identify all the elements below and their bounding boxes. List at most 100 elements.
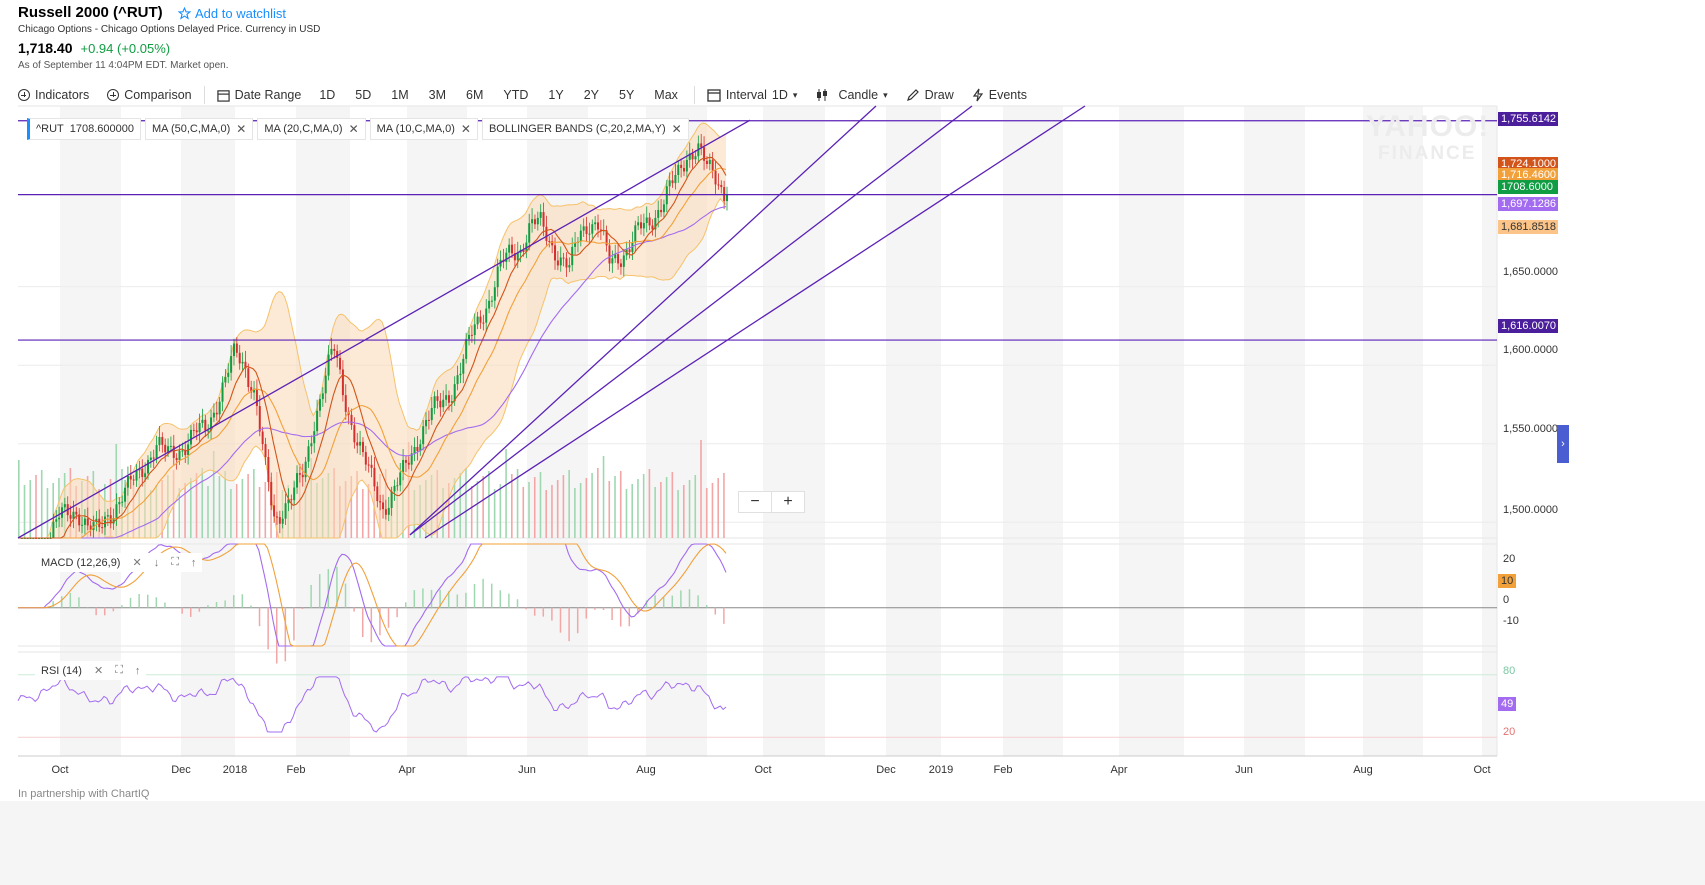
volume-bar (625, 489, 628, 538)
candle-body (568, 265, 571, 268)
macd-histogram-bar (508, 593, 510, 608)
range-3m[interactable]: 3M (428, 88, 447, 102)
candle-body (508, 244, 511, 253)
expand-icon[interactable]: ⛶ (171, 556, 179, 568)
volume-bar (488, 471, 490, 538)
candle-body (640, 222, 643, 229)
legend-bollinger: BOLLINGER BANDS (C,20,2,MA,Y) (488, 123, 666, 135)
candle-body (250, 387, 253, 393)
ma50-chip[interactable]: MA (50,C,MA,0) ✕ (145, 118, 254, 140)
chevron-down-icon: ▾ (883, 89, 888, 100)
indicators-button[interactable]: Indicators (18, 88, 89, 102)
candle-body (660, 209, 663, 213)
candle-body (230, 356, 233, 373)
volume-bar (178, 488, 181, 538)
as-of-timestamp: As of September 11 4:04PM EDT. Market op… (18, 60, 229, 71)
bollinger-chip[interactable]: BOLLINGER BANDS (C,20,2,MA,Y) ✕ (481, 118, 689, 140)
macd-histogram-bar (198, 607, 201, 612)
close-icon[interactable]: ✕ (460, 122, 471, 136)
draw-button[interactable]: Draw (906, 88, 954, 102)
candle-body (700, 143, 703, 148)
x-tick: Feb (993, 764, 1013, 776)
x-tick: Oct (754, 764, 772, 776)
candle-body (648, 217, 651, 226)
candle-body (376, 486, 379, 502)
candle-body (118, 502, 121, 505)
close-icon[interactable]: ✕ (671, 122, 682, 136)
volume-bar (568, 470, 570, 538)
x-tick: Jun (1235, 764, 1253, 776)
rsi-tick: 20 (1503, 726, 1516, 738)
trendline-trend-a (409, 105, 877, 536)
candle-body (178, 450, 181, 461)
candle-body (594, 222, 597, 225)
macd-histogram-bar (645, 600, 648, 608)
range-1d[interactable]: 1D (319, 88, 336, 102)
add-to-watchlist-button[interactable]: Add to watchlist (178, 6, 286, 21)
volume-bar (683, 485, 685, 538)
move-down-icon[interactable]: ↓ (153, 556, 160, 569)
comparison-button[interactable]: Comparison (107, 88, 192, 102)
candle-body (396, 485, 399, 487)
candle-body (253, 388, 256, 393)
expand-icon[interactable]: ⛶ (115, 664, 123, 676)
zoom-out-button[interactable]: − (739, 492, 772, 512)
date-range-button[interactable]: Date Range (216, 88, 301, 102)
candle-body (677, 164, 680, 175)
interval-value: 1D (771, 88, 788, 102)
side-panel-toggle[interactable]: › (1557, 425, 1569, 463)
volume-bar (46, 488, 49, 538)
close-icon[interactable]: ✕ (132, 557, 142, 569)
macd-histogram-bar (353, 607, 355, 612)
candle-body (579, 230, 582, 242)
candle-body (103, 516, 106, 528)
range-1y[interactable]: 1Y (548, 88, 564, 102)
move-up-icon[interactable]: ↑ (190, 556, 197, 569)
candle-body (356, 442, 359, 446)
candle-body (241, 361, 244, 364)
range-max[interactable]: Max (654, 88, 678, 102)
candle-body (281, 518, 284, 524)
interval-dropdown[interactable]: Interval 1D ▾ (707, 88, 797, 102)
x-tick: Aug (1353, 764, 1373, 776)
close-icon[interactable]: ✕ (93, 665, 104, 677)
chart-type-dropdown[interactable]: Candle ▾ (815, 88, 888, 102)
close-icon[interactable]: ✕ (348, 122, 359, 136)
volume-bar (511, 474, 513, 538)
candle-body (617, 254, 620, 264)
zoom-in-button[interactable]: + (783, 493, 793, 510)
y-tick: 1,550.0000 (1503, 423, 1559, 435)
legend-ma10: MA (10,C,MA,0) (376, 123, 455, 135)
ma20-chip[interactable]: MA (20,C,MA,0) ✕ (257, 118, 366, 140)
macd-histogram-bar (336, 566, 338, 608)
macd-histogram-bar (232, 595, 235, 608)
candle-body (106, 515, 109, 517)
range-1m[interactable]: 1M (391, 88, 409, 102)
range-2y[interactable]: 2Y (583, 88, 599, 102)
volume-bar (356, 471, 358, 538)
range-5y[interactable]: 5Y (619, 88, 635, 102)
ma10-chip[interactable]: MA (10,C,MA,0) ✕ (369, 118, 478, 140)
volume-bar (218, 476, 221, 538)
rsi-tick: 80 (1503, 665, 1516, 677)
range-5d[interactable]: 5D (355, 88, 372, 102)
events-button[interactable]: Events (972, 88, 1027, 102)
macd-histogram-bar (619, 607, 622, 627)
range-ytd[interactable]: YTD (503, 88, 529, 102)
candle-body (513, 253, 516, 261)
macd-tick: 0 (1503, 594, 1510, 606)
x-tick: Apr (1110, 764, 1128, 776)
move-up-icon[interactable]: ↑ (134, 664, 141, 677)
candle-body (468, 334, 471, 340)
candle-body (582, 226, 585, 231)
volume-bar (700, 440, 702, 538)
macd-histogram-bar (482, 578, 484, 608)
range-6m[interactable]: 6M (466, 88, 484, 102)
candle-body (445, 395, 448, 400)
legend-symbol: ^RUT (36, 123, 64, 135)
close-icon[interactable]: ✕ (236, 122, 247, 136)
candle-body (714, 170, 717, 185)
symbol-chip[interactable]: ^RUT 1708.600000 (27, 118, 142, 140)
macd-label: MACD (12,26,9) (41, 556, 121, 569)
